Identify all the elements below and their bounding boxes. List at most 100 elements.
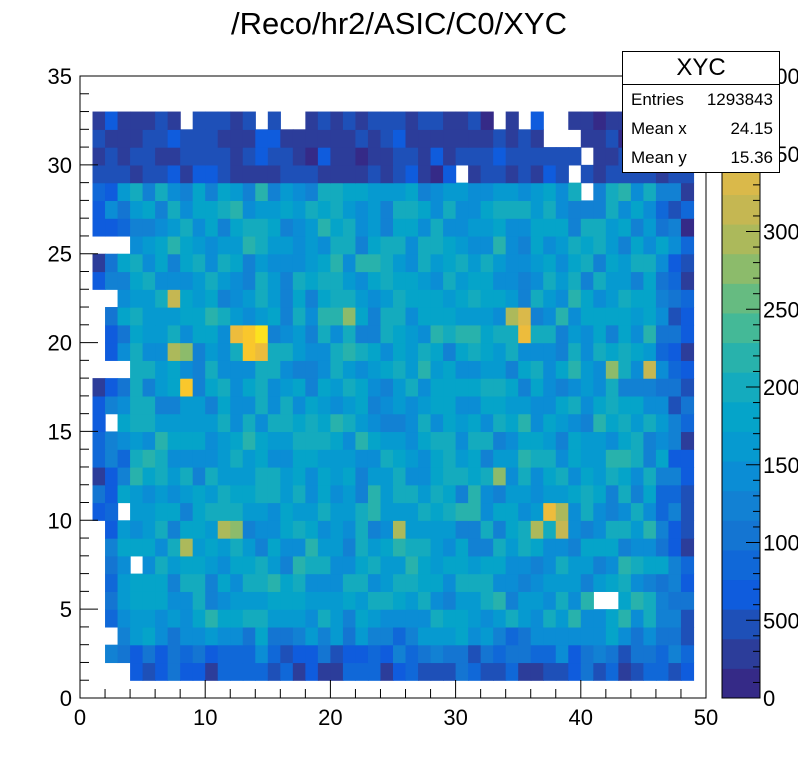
heatmap-cell (117, 342, 131, 361)
heatmap-cell (305, 307, 319, 326)
heatmap-cell (505, 182, 519, 201)
heatmap-cell (130, 200, 144, 219)
heatmap-cell (568, 182, 582, 201)
heatmap-cell (530, 182, 544, 201)
heatmap-cell (630, 378, 644, 397)
heatmap-cell (630, 289, 644, 308)
heatmap-cell (543, 200, 557, 219)
heatmap-cell (405, 111, 419, 130)
heatmap-cell (205, 449, 219, 468)
heatmap-cell (342, 129, 357, 148)
heatmap-cell (630, 520, 644, 539)
heatmap-cell (267, 342, 281, 361)
heatmap-cell (180, 378, 194, 397)
heatmap-cell (192, 466, 206, 486)
heatmap-cell (142, 644, 156, 664)
heatmap-cell (530, 502, 544, 521)
heatmap-cell (543, 609, 557, 628)
heatmap-cell (555, 555, 569, 575)
heatmap-cell (280, 413, 294, 433)
heatmap-cell (593, 271, 607, 290)
heatmap-cell (555, 591, 569, 610)
heatmap-cell (643, 182, 657, 201)
heatmap-cell (605, 520, 619, 539)
heatmap-cell (505, 342, 519, 361)
heatmap-cell (267, 395, 281, 415)
heatmap-cell (267, 289, 281, 308)
heatmap-cell (505, 609, 519, 628)
heatmap-cell (367, 182, 382, 201)
heatmap-cell (305, 662, 319, 681)
heatmap-cell (468, 538, 482, 557)
heatmap-cell (317, 271, 331, 290)
heatmap-cell (455, 591, 469, 610)
heatmap-cell (430, 307, 444, 326)
heatmap-cell (580, 235, 594, 255)
heatmap-cell (405, 466, 419, 486)
heatmap-cell (342, 520, 357, 539)
x-tick-label: 0 (74, 705, 86, 730)
heatmap-cell (593, 289, 607, 308)
heatmap-cell (355, 431, 369, 450)
heatmap-cell (593, 466, 607, 486)
heatmap-cell (355, 449, 369, 468)
heatmap-cell (493, 466, 507, 486)
heatmap-cell (180, 218, 194, 237)
heatmap-cell (643, 520, 657, 539)
heatmap-cell (205, 378, 219, 397)
heatmap-cell (205, 662, 219, 681)
heatmap-cell (305, 449, 319, 468)
heatmap-cell (505, 502, 519, 521)
heatmap-cell (393, 573, 407, 592)
color-scale-swatch (722, 401, 760, 432)
heatmap-cell (355, 218, 369, 237)
heatmap-cell (393, 502, 407, 521)
heatmap-cell (167, 289, 181, 308)
heatmap-cell (505, 538, 519, 557)
heatmap-cell (305, 431, 319, 450)
heatmap-cell (393, 378, 407, 397)
heatmap-cell (493, 147, 507, 166)
z-tick-label: 0 (763, 686, 775, 711)
heatmap-cell (367, 111, 382, 130)
heatmap-cell (142, 164, 156, 184)
heatmap-cell (405, 271, 419, 290)
heatmap-cell (680, 538, 695, 557)
heatmap-cell (655, 413, 670, 433)
color-scale-swatch (722, 431, 760, 462)
heatmap-cell (130, 129, 144, 148)
heatmap-cell (593, 502, 607, 521)
heatmap-cell (92, 378, 106, 397)
heatmap-cell (280, 449, 294, 468)
heatmap-cell (142, 555, 156, 575)
heatmap-cell (655, 662, 670, 681)
heatmap-cell (130, 502, 144, 521)
heatmap-cell (242, 644, 256, 664)
heatmap-cell (555, 662, 569, 681)
heatmap-cell (242, 324, 256, 344)
heatmap-cell (430, 395, 444, 415)
heatmap-cell (380, 626, 394, 646)
heatmap-cell (242, 609, 256, 628)
heatmap-cell (680, 378, 695, 397)
heatmap-cell (393, 431, 407, 450)
heatmap-cell (380, 360, 394, 379)
heatmap-cell (342, 378, 357, 397)
heatmap-cell (568, 147, 582, 166)
heatmap-cell (568, 307, 582, 326)
heatmap-cell (192, 147, 206, 166)
heatmap-cell (468, 324, 482, 344)
heatmap-cell (555, 235, 569, 255)
heatmap-cell (580, 200, 594, 219)
heatmap-cell (618, 413, 632, 433)
heatmap-cell (167, 626, 181, 646)
heatmap-cell (468, 466, 482, 486)
heatmap-cell (393, 413, 407, 433)
heatmap-cell (180, 644, 194, 664)
heatmap-cell (192, 538, 206, 557)
heatmap-cell (267, 449, 281, 468)
heatmap-cell (580, 520, 594, 539)
heatmap-cell (342, 395, 357, 415)
heatmap-cell (130, 378, 144, 397)
heatmap-cell (593, 235, 607, 255)
